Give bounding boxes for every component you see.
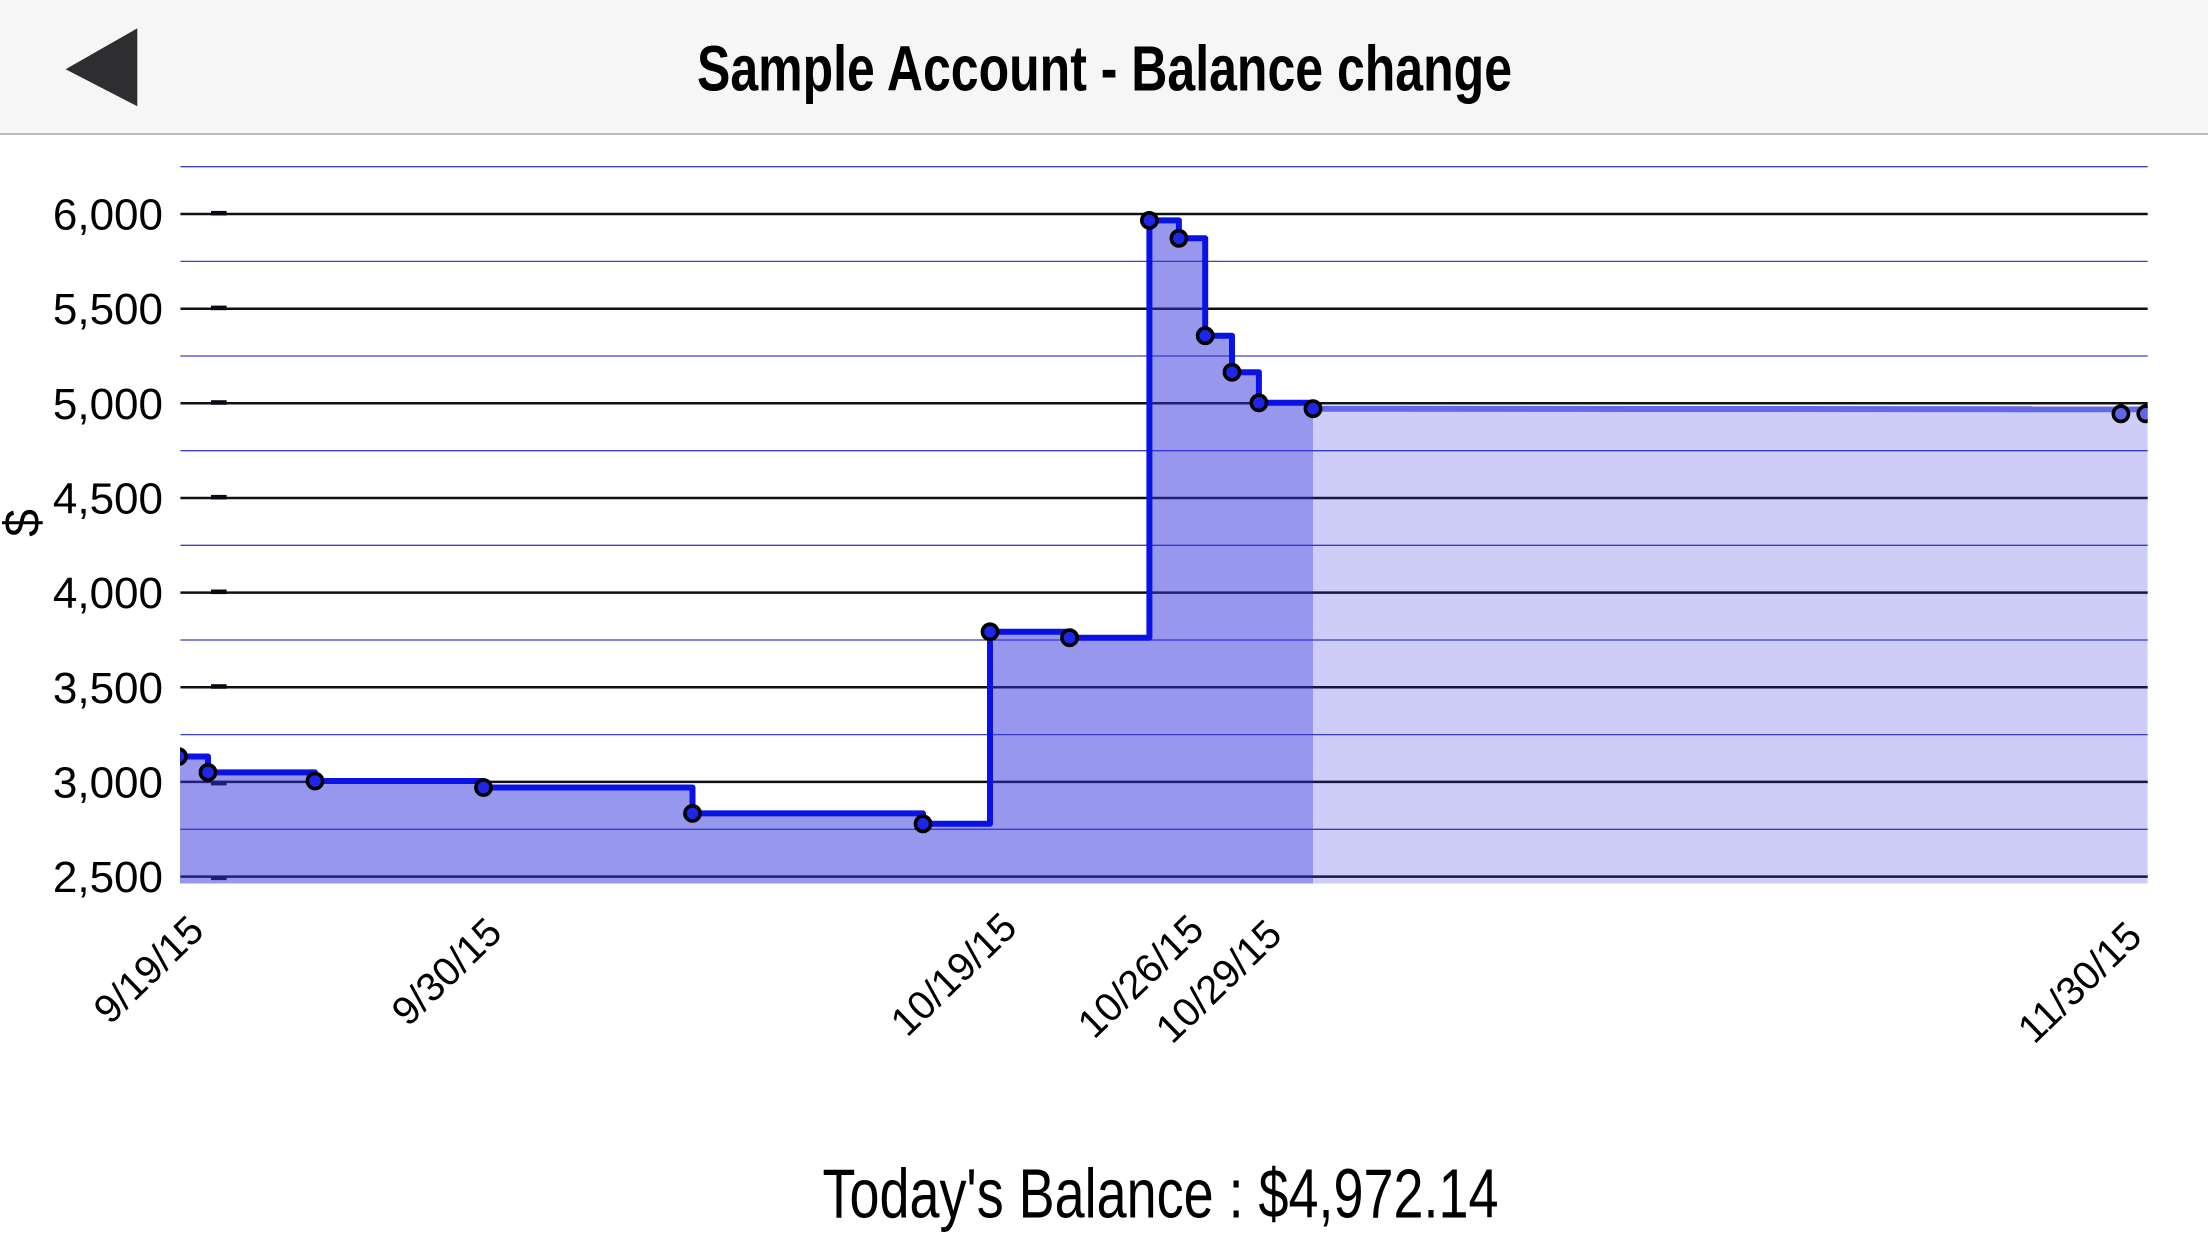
svg-text:6,000: 6,000 <box>53 191 163 240</box>
svg-text:3,000: 3,000 <box>53 758 163 807</box>
svg-text:5,500: 5,500 <box>53 285 163 334</box>
svg-text:Sample Account - Balance chang: Sample Account - Balance change <box>697 33 1512 105</box>
svg-text:4,500: 4,500 <box>53 475 163 524</box>
svg-text:2,500: 2,500 <box>53 853 163 902</box>
svg-text:3,500: 3,500 <box>53 664 163 713</box>
svg-text:Today's Balance : $4,972.14: Today's Balance : $4,972.14 <box>823 1155 1499 1233</box>
svg-text:$: $ <box>0 509 50 537</box>
svg-text:4,000: 4,000 <box>53 569 163 618</box>
svg-text:5,000: 5,000 <box>53 380 163 429</box>
